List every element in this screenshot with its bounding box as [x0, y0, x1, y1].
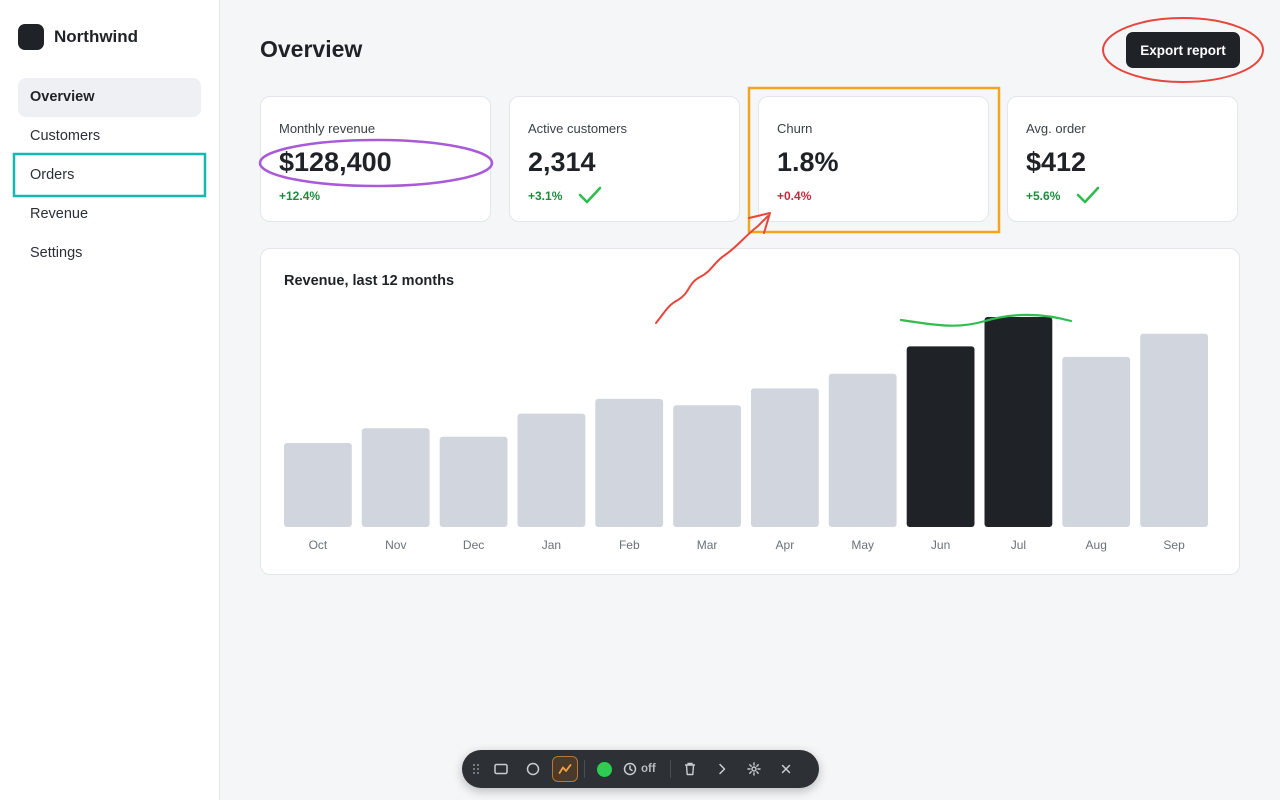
sidebar-item-overview[interactable]: Overview — [18, 78, 201, 117]
kpi-delta: +3.1% — [528, 189, 563, 203]
revenue-chart-card: Revenue, last 12 months Oct Nov Dec Jan Feb M… — [260, 248, 1240, 575]
kpi-value: 2,314 — [528, 147, 596, 177]
sidebar: Northwind Overview Customers Orders Reve… — [0, 0, 220, 800]
kpi-delta: +5.6% — [1026, 189, 1061, 203]
tick-label-nov: Nov — [385, 538, 406, 552]
kpi-value: 1.8% — [777, 147, 839, 177]
bar-jun[interactable] — [906, 346, 975, 527]
tick-label-jun: Jun — [931, 538, 950, 552]
brand-name: Northwind — [54, 27, 139, 46]
kpi-label: Churn — [777, 121, 813, 136]
tick-label-jul: Jul — [1011, 538, 1026, 552]
tick-label-oct: Oct — [309, 538, 328, 552]
freehand-tool-icon[interactable] — [552, 756, 578, 782]
tick-label-sep: Sep — [1163, 538, 1185, 552]
bar-aug[interactable] — [1062, 356, 1131, 527]
bar-jan[interactable] — [517, 413, 586, 527]
gear-icon[interactable] — [741, 755, 767, 783]
close-icon[interactable] — [773, 755, 799, 783]
page-title: Overview — [260, 36, 363, 62]
timer-status: off — [641, 763, 656, 775]
drawing-toolbar: off — [462, 750, 819, 788]
bar-sep[interactable] — [1140, 333, 1208, 527]
timer-button[interactable]: off — [623, 755, 656, 783]
revenue-bar-chart: Oct Nov Dec Jan Feb Mar Apr May Jun Jul Aug Sep — [284, 317, 1208, 552]
chart-title: Revenue, last 12 months — [284, 273, 455, 289]
drag-handle-icon[interactable] — [470, 755, 482, 783]
sidebar-item-revenue[interactable]: Revenue — [30, 206, 89, 222]
bar-jul[interactable] — [984, 317, 1053, 527]
bar-may[interactable] — [828, 373, 897, 527]
tick-label-mar: Mar — [697, 538, 718, 552]
bar-nov[interactable] — [361, 428, 430, 527]
bar-dec[interactable] — [439, 436, 508, 527]
tick-label-dec: Dec — [463, 538, 484, 552]
tick-label-feb: Feb — [619, 538, 640, 552]
bar-oct[interactable] — [284, 443, 352, 527]
circle-tool-icon[interactable] — [520, 755, 546, 783]
tick-label-aug: Aug — [1086, 538, 1107, 552]
check-icon — [1076, 186, 1100, 204]
toolbar-divider — [584, 760, 585, 778]
bar-apr[interactable] — [751, 388, 819, 527]
tick-label-may: May — [851, 538, 874, 552]
brand[interactable]: Northwind — [18, 24, 138, 50]
kpi-label: Avg. order — [1026, 121, 1086, 136]
sidebar-item-settings[interactable]: Settings — [30, 245, 83, 261]
bar-mar[interactable] — [673, 405, 741, 527]
kpi-value: $412 — [1026, 147, 1087, 177]
bar-feb[interactable] — [595, 398, 664, 527]
chevron-right-icon[interactable] — [709, 755, 735, 783]
kpi-value: $128,400 — [279, 147, 392, 177]
sidebar-nav: Overview Customers Orders Revenue Settin… — [18, 78, 201, 273]
rectangle-tool-icon[interactable] — [488, 755, 514, 783]
color-swatch-icon — [596, 761, 612, 777]
sidebar-item-customers[interactable]: Customers — [30, 128, 101, 144]
kpi-card-avg-order: Avg. order $412 +5.6% — [1007, 96, 1238, 222]
sidebar-item-orders[interactable]: Orders — [30, 167, 75, 183]
export-report-button[interactable]: Export report — [1126, 32, 1240, 68]
toolbar-divider — [669, 760, 671, 778]
check-icon — [578, 186, 602, 204]
kpi-delta: +12.4% — [279, 189, 321, 203]
tick-label-jan: Jan — [542, 538, 561, 552]
trash-icon[interactable] — [677, 755, 703, 783]
kpi-delta: +0.4% — [777, 189, 812, 203]
kpi-card-monthly-revenue: Monthly revenue $128,400 +12.4% — [260, 96, 491, 222]
tick-label-apr: Apr — [776, 538, 795, 552]
kpi-card-active-customers: Active customers 2,314 +3.1% — [509, 96, 740, 222]
kpi-card-churn: Churn 1.8% +0.4% — [758, 96, 989, 222]
clock-icon — [623, 762, 637, 776]
kpi-label: Monthly revenue — [279, 121, 376, 136]
kpi-label: Active customers — [528, 121, 627, 136]
color-picker-button[interactable] — [591, 755, 617, 783]
brand-logo-icon — [18, 24, 44, 50]
